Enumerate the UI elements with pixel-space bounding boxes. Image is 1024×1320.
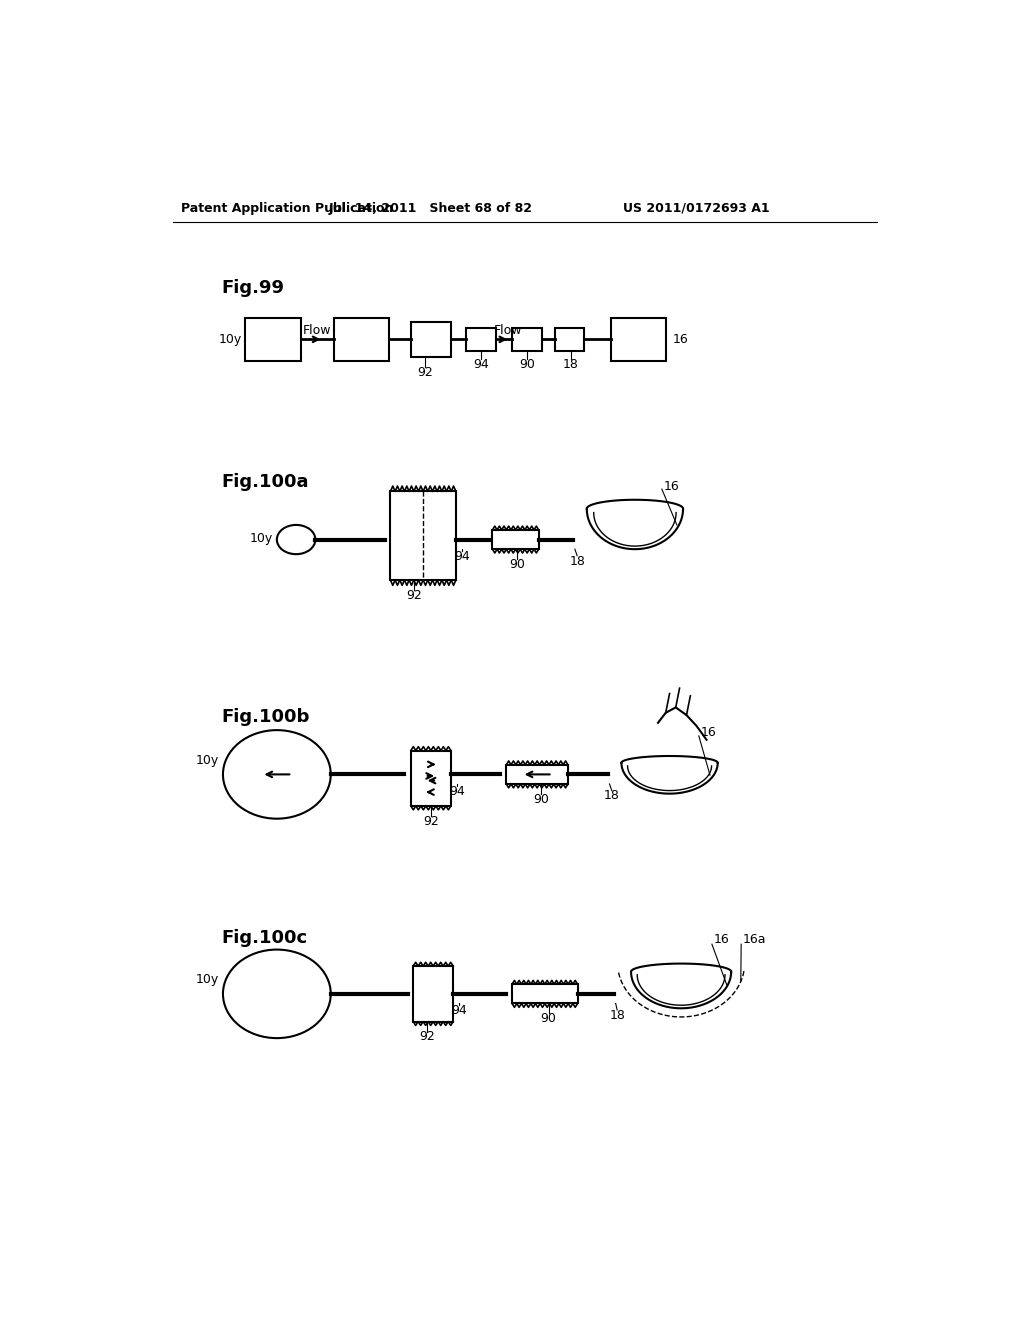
- Ellipse shape: [223, 949, 331, 1038]
- Bar: [246, 318, 301, 360]
- Text: US 2011/0172693 A1: US 2011/0172693 A1: [624, 202, 770, 215]
- Text: 92: 92: [407, 589, 422, 602]
- Text: Fig.100a: Fig.100a: [221, 473, 309, 491]
- Bar: [466, 327, 496, 351]
- Bar: [411, 322, 451, 356]
- Text: Jul. 14, 2011   Sheet 68 of 82: Jul. 14, 2011 Sheet 68 of 82: [329, 202, 532, 215]
- Bar: [512, 985, 578, 1003]
- Text: 94: 94: [452, 1005, 467, 1018]
- Text: 90: 90: [534, 793, 549, 807]
- Text: 16: 16: [665, 479, 680, 492]
- Text: 10y: 10y: [250, 532, 273, 545]
- Text: 10y: 10y: [218, 333, 242, 346]
- Text: 18: 18: [609, 1008, 625, 1022]
- Bar: [493, 529, 539, 549]
- Bar: [390, 491, 456, 579]
- Text: 16: 16: [714, 933, 729, 946]
- Text: 90: 90: [519, 358, 536, 371]
- Text: 18: 18: [563, 358, 579, 371]
- Text: Flow: Flow: [494, 323, 522, 337]
- Text: 16: 16: [673, 333, 688, 346]
- Ellipse shape: [223, 730, 331, 818]
- Text: 92: 92: [417, 366, 432, 379]
- Ellipse shape: [276, 525, 315, 554]
- Text: Flow: Flow: [303, 323, 332, 337]
- Text: Fig.100c: Fig.100c: [221, 929, 307, 946]
- Bar: [411, 751, 451, 807]
- Text: 90: 90: [541, 1012, 557, 1026]
- Text: 94: 94: [450, 785, 465, 797]
- Text: Patent Application Publication: Patent Application Publication: [180, 202, 393, 215]
- Bar: [506, 764, 568, 784]
- Text: 10y: 10y: [196, 754, 219, 767]
- Text: 94: 94: [455, 550, 470, 564]
- Bar: [611, 318, 667, 360]
- Bar: [555, 327, 584, 351]
- Text: 90: 90: [509, 558, 525, 572]
- Bar: [413, 966, 454, 1022]
- Bar: [512, 327, 542, 351]
- Text: 92: 92: [423, 814, 438, 828]
- Bar: [334, 318, 389, 360]
- Text: 94: 94: [473, 358, 488, 371]
- Text: Fig.99: Fig.99: [221, 279, 285, 297]
- Text: 10y: 10y: [196, 973, 219, 986]
- Text: 92: 92: [419, 1031, 435, 1044]
- Text: 16: 16: [700, 726, 716, 739]
- Text: 18: 18: [569, 554, 585, 568]
- Text: Fig.100b: Fig.100b: [221, 708, 310, 726]
- Text: 16a: 16a: [742, 933, 766, 946]
- Text: 18: 18: [604, 789, 620, 803]
